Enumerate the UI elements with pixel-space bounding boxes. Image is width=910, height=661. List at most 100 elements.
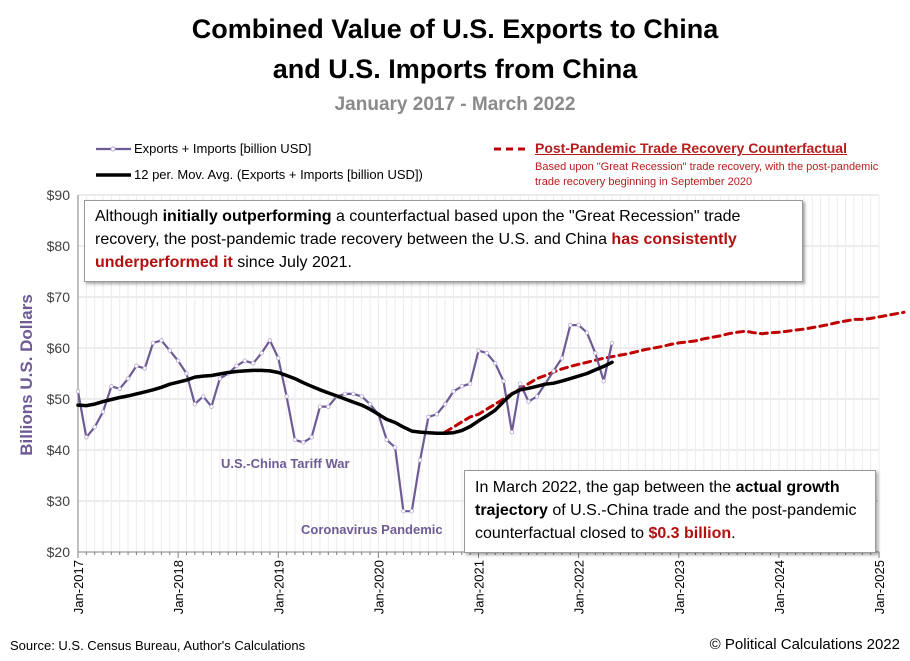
data-point bbox=[75, 389, 81, 394]
data-point bbox=[492, 361, 498, 366]
x-tick-label: Jan-2017 bbox=[71, 560, 86, 614]
callout2-bold: actual growth trajectory bbox=[475, 479, 840, 520]
data-point bbox=[451, 389, 456, 394]
data-point bbox=[384, 437, 389, 442]
data-point bbox=[284, 394, 289, 399]
data-point bbox=[417, 458, 423, 463]
data-point bbox=[392, 445, 398, 450]
data-point bbox=[401, 509, 406, 514]
callout1-text3: since July 2021. bbox=[232, 254, 352, 272]
data-point bbox=[234, 363, 239, 369]
callout1-bold: initially outperforming bbox=[162, 208, 332, 225]
callout2-text3: . bbox=[731, 525, 736, 543]
data-point bbox=[92, 424, 97, 430]
data-point bbox=[351, 391, 356, 397]
y-axis-tick-labels: $20 $30 $40 $50 $60 $70 $80 $90 bbox=[47, 187, 71, 560]
data-point bbox=[276, 356, 281, 361]
data-point bbox=[150, 340, 156, 346]
data-point bbox=[175, 358, 181, 363]
data-point bbox=[409, 509, 414, 514]
data-point bbox=[251, 361, 256, 366]
y-tick-label: $80 bbox=[47, 238, 71, 254]
callout2-text1: In March 2022, the gap between the bbox=[475, 479, 736, 496]
y-tick-label: $50 bbox=[47, 391, 71, 407]
series-group bbox=[75, 310, 906, 514]
data-point bbox=[601, 378, 606, 384]
callout2-red: $0.3 billion bbox=[648, 525, 732, 543]
data-point bbox=[100, 409, 106, 414]
y-tick-label: $20 bbox=[47, 544, 71, 560]
callout1-text1: Although bbox=[95, 208, 163, 225]
legend-series1-marker bbox=[110, 146, 116, 152]
data-point bbox=[242, 358, 248, 363]
x-tick-label: Jan-2020 bbox=[371, 560, 386, 614]
legend-counterfactual-title: Post-Pandemic Trade Recovery Counterfact… bbox=[535, 140, 847, 156]
callout2-text2: of U.S.-China trade and the post-pandemi… bbox=[475, 502, 857, 543]
legend-counterfactual-note: Based upon "Great Recession" trade recov… bbox=[535, 161, 879, 188]
x-tick-label: Jan-2025 bbox=[872, 560, 887, 614]
data-point bbox=[117, 386, 122, 391]
copyright: © Political Calculations 2022 bbox=[709, 636, 900, 653]
chart-title-line2: and U.S. Imports from China bbox=[272, 54, 638, 84]
data-point bbox=[584, 330, 590, 335]
source-note: Source: U.S. Census Bureau, Author's Cal… bbox=[10, 638, 306, 653]
x-tick-label: Jan-2024 bbox=[772, 560, 787, 614]
y-tick-label: $60 bbox=[47, 340, 71, 356]
data-point bbox=[301, 440, 306, 445]
data-point bbox=[484, 350, 490, 356]
data-point bbox=[476, 348, 481, 353]
y-tick-label: $90 bbox=[47, 187, 71, 203]
data-point bbox=[509, 429, 515, 435]
legend-series2-label: 12 per. Mov. Avg. (Exports + Imports [bi… bbox=[134, 167, 423, 182]
data-point bbox=[426, 414, 431, 420]
series-line bbox=[76, 360, 614, 435]
data-point bbox=[559, 356, 565, 361]
data-point bbox=[526, 399, 531, 404]
data-point bbox=[576, 322, 581, 328]
x-axis-tick-labels: Jan-2017 Jan-2018 Jan-2019 Jan-2020 Jan-2021… bbox=[71, 560, 887, 614]
data-point bbox=[125, 376, 131, 381]
data-point bbox=[317, 404, 323, 409]
y-tick-label: $40 bbox=[47, 442, 71, 458]
y-tick-label: $30 bbox=[47, 493, 71, 509]
callout1-red: has consistently underperformed it bbox=[95, 231, 737, 272]
data-point bbox=[434, 412, 439, 417]
data-point bbox=[309, 435, 314, 440]
chart-title-line1: Combined Value of U.S. Exports to China bbox=[191, 14, 719, 44]
data-point bbox=[459, 384, 465, 389]
series-2 bbox=[76, 360, 614, 435]
x-tick-label: Jan-2021 bbox=[472, 560, 487, 614]
callout-gap: In March 2022, the gap between the actua… bbox=[464, 470, 876, 553]
y-axis-title: Billions U.S. Dollars bbox=[17, 294, 36, 456]
x-tick-label: Jan-2018 bbox=[171, 560, 186, 614]
x-tick-label: Jan-2022 bbox=[572, 560, 587, 614]
data-point bbox=[259, 350, 264, 356]
data-point bbox=[200, 394, 206, 399]
data-point bbox=[326, 404, 331, 409]
data-point bbox=[342, 391, 348, 397]
data-point bbox=[534, 394, 540, 399]
data-point bbox=[184, 371, 189, 376]
data-point bbox=[609, 340, 615, 346]
data-point bbox=[134, 363, 139, 369]
annotation-pandemic: Coronavirus Pandemic bbox=[301, 522, 443, 537]
data-point bbox=[518, 381, 523, 386]
data-point bbox=[292, 437, 298, 442]
data-point bbox=[501, 378, 506, 384]
data-point bbox=[267, 338, 273, 343]
data-point bbox=[217, 376, 223, 381]
chart-subtitle: January 2017 - March 2022 bbox=[334, 94, 576, 115]
data-point bbox=[442, 401, 448, 407]
legend-series1-label: Exports + Imports [billion USD] bbox=[134, 141, 312, 156]
data-point bbox=[593, 350, 598, 356]
data-point bbox=[192, 401, 198, 407]
data-point bbox=[142, 366, 147, 371]
data-point bbox=[209, 404, 214, 409]
data-point bbox=[359, 394, 364, 399]
data-point bbox=[109, 384, 114, 389]
y-tick-label: $70 bbox=[47, 289, 71, 305]
callout1-text2: a counterfactual based upon the "Great R… bbox=[95, 208, 741, 249]
callout-underperformance: Although initially outperforming a count… bbox=[84, 200, 803, 282]
data-point bbox=[167, 348, 172, 353]
